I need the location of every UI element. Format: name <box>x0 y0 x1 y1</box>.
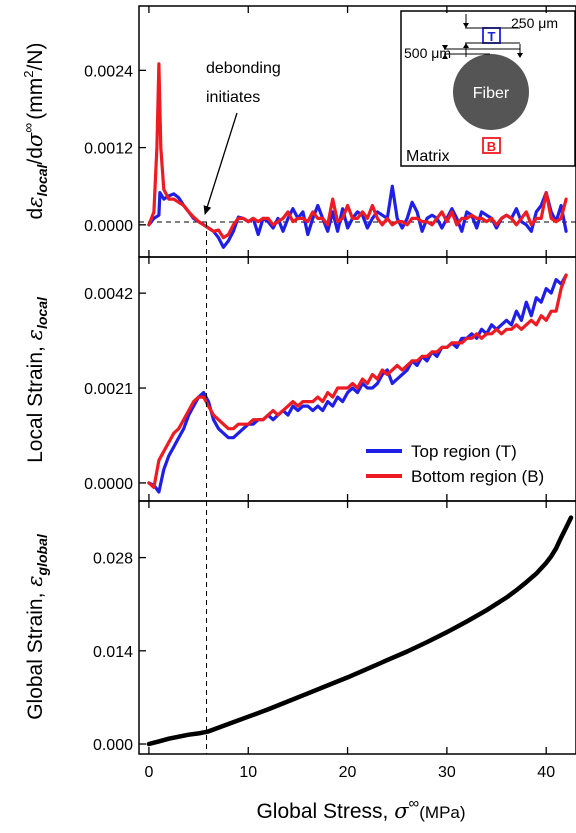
panel-global-strain: 0.000 0.014 0.028 Global Strain, εglobal <box>23 500 576 755</box>
ylabel3-eps: ε <box>23 575 47 586</box>
series-line-first <box>146 515 574 747</box>
panel-global-strain-series <box>146 515 574 747</box>
y-tick-label: 0.0012 <box>84 141 133 158</box>
y-tick-label: 0.0021 <box>84 381 133 398</box>
ylabel-sigma: σ <box>23 132 47 147</box>
panel-global-strain-frame <box>138 500 576 755</box>
annotation-arrow <box>203 112 238 215</box>
panel-derivative: 0.0000 0.0012 0.0024 dεlocal/dσ∞ (mm2/N) de… <box>20 5 576 258</box>
x-tick-label: 30 <box>438 764 456 781</box>
y-tick-label: 0.0000 <box>84 218 133 235</box>
y-tick-label: 0.0000 <box>84 476 133 493</box>
ylabel3-text: Global Strain, <box>24 587 47 720</box>
dim-arrowhead-right <box>517 53 523 58</box>
ylabel2-sub: local <box>34 296 50 329</box>
bottom-marker-box <box>482 137 501 154</box>
panel-local-strain-ylabel: Local Strain, εlocal <box>23 296 50 463</box>
fiber-circle <box>453 54 529 130</box>
x-label-superscript: ∞ <box>409 795 420 812</box>
panel-local-strain-frame <box>138 256 576 502</box>
y-tick-label: 0.0024 <box>84 63 133 80</box>
legend-top-label: Top region (T) <box>411 442 517 461</box>
y-tick-label: 0.028 <box>93 551 133 568</box>
x-label-prefix: Global Stress, <box>256 800 394 823</box>
x-tick-label: 20 <box>339 764 357 781</box>
ylabel-d: d <box>24 208 47 220</box>
fiber-label: Fiber <box>473 85 510 102</box>
ylabel-unit-sup: 2 <box>21 71 36 78</box>
x-label-unit: (MPa) <box>419 803 465 822</box>
x-tick-label: 10 <box>239 764 257 781</box>
ylabel-mid: /d <box>24 147 47 165</box>
panel-global-strain-y-ticks: 0.000 0.014 0.028 <box>93 551 146 754</box>
dim-left-label: 500 μm <box>404 45 451 61</box>
annotation-line2: initiates <box>206 89 260 106</box>
panel-global-strain-ylabel: Global Strain, εglobal <box>23 533 50 720</box>
top-marker-label: T <box>488 29 496 44</box>
panel-derivative-y-ticks: 0.0000 0.0012 0.0024 <box>84 63 146 235</box>
y-tick-label: 0.014 <box>93 644 133 661</box>
ylabel-unit-open: (mm <box>24 78 47 120</box>
dim-top-label: 250 μm <box>511 15 558 31</box>
panel-derivative-series <box>147 62 568 249</box>
series-line-second <box>147 273 568 489</box>
x-tick-label: 0 <box>144 764 153 781</box>
ylabel3-sub: global <box>34 533 50 576</box>
ylabel-sub: local <box>34 163 50 196</box>
ylabel-inf: ∞ <box>20 123 36 133</box>
legend-bottom-label: Bottom region (B) <box>411 467 544 486</box>
matrix-label: Matrix <box>406 148 450 165</box>
dim-arrowhead-left-a <box>442 45 448 50</box>
y-tick-label: 0.0042 <box>84 286 133 303</box>
dim-arrowhead-top-b <box>463 43 469 48</box>
inset-schematic: Fiber T B 250 μm 500 μm Matrix <box>400 10 576 167</box>
ylabel2-text: Local Strain, <box>24 340 47 463</box>
x-tick-label: 40 <box>537 764 555 781</box>
panel-local-strain-y-ticks: 0.0000 0.0021 0.0042 <box>84 286 146 493</box>
dim-arrowhead-top-a <box>463 23 469 28</box>
dim-arrowhead-left-b <box>442 54 448 59</box>
ylabel2-eps: ε <box>23 329 47 340</box>
panel-local-strain-series <box>147 273 568 494</box>
y-tick-label: 0.000 <box>93 737 133 754</box>
x-label-symbol: σ <box>394 799 409 823</box>
legend: Top region (T) Bottom region (B) <box>366 442 544 486</box>
panel-derivative-ylabel: dεlocal/dσ∞ (mm2/N) <box>20 43 50 220</box>
x-axis-label: Global Stress, σ∞(MPa) <box>256 795 465 823</box>
series-line-second <box>147 62 568 240</box>
ylabel-eps: ε <box>23 197 47 208</box>
bottom-marker-label: B <box>487 139 496 154</box>
ylabel-unit-close: /N) <box>24 43 47 71</box>
annotation-line1: debonding <box>206 60 281 77</box>
x-axis-ticks: 0 10 20 30 40 <box>144 6 555 781</box>
